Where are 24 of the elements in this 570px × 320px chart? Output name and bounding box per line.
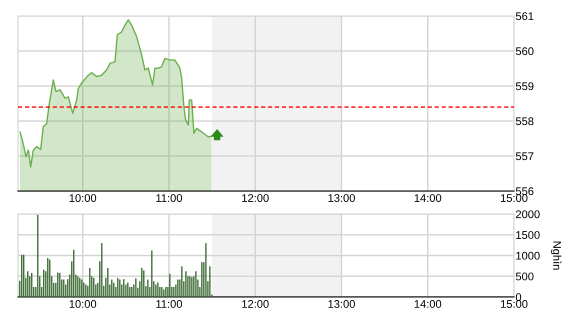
x-tick-label: 15:00 bbox=[500, 300, 528, 308]
x-tick-label: 14:00 bbox=[414, 300, 442, 308]
y-tick-label: 0 bbox=[516, 293, 522, 302]
y-tick-label: 500 bbox=[516, 272, 534, 280]
x-tick-label: 13:00 bbox=[328, 300, 355, 308]
y-tick-label: 557 bbox=[516, 152, 534, 160]
y-tick-label: 1000 bbox=[516, 252, 540, 260]
x-tick-label: 14:00 bbox=[414, 194, 442, 202]
x-tick-label: 13:00 bbox=[328, 194, 355, 202]
y-tick-label: 561 bbox=[516, 12, 534, 20]
x-tick-label: 12:00 bbox=[242, 194, 269, 202]
x-tick-label: 10:00 bbox=[70, 300, 96, 308]
y-axis-title: Nghìn bbox=[550, 242, 562, 270]
x-tick-label: 10:00 bbox=[70, 194, 96, 202]
y-tick-label: 560 bbox=[516, 47, 534, 56]
x-tick-label: 11:00 bbox=[156, 194, 182, 202]
y-tick-label: 558 bbox=[516, 117, 534, 126]
y-tick-label: 559 bbox=[516, 82, 534, 90]
x-tick-label: 11:00 bbox=[156, 300, 182, 308]
y-tick-label: 1500 bbox=[516, 231, 540, 239]
x-tick-label: 12:00 bbox=[242, 300, 269, 308]
y-tick-label: 556 bbox=[516, 187, 534, 196]
y-tick-label: 2000 bbox=[516, 210, 540, 218]
x-tick-label: 15:00 bbox=[500, 194, 528, 202]
